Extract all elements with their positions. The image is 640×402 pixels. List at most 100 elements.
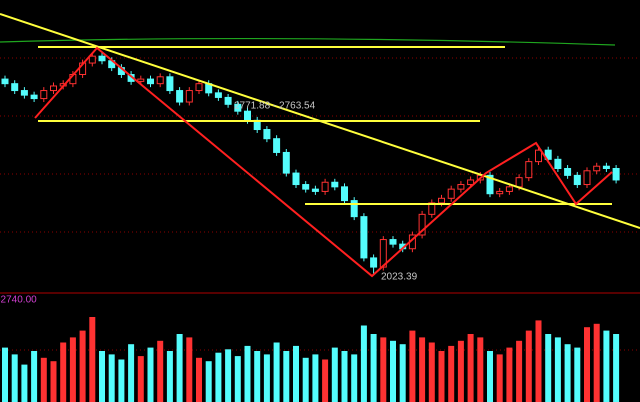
candle-body [282,151,290,174]
volume-bar [467,334,474,402]
volume-bar [40,357,47,402]
candle-body [137,78,145,82]
volume-bar [89,317,96,402]
candle-body [457,184,465,190]
candle-body [350,200,358,218]
candle-body [467,179,475,186]
volume-bar [535,320,542,402]
candle-body [612,167,620,181]
volume-bar [69,337,76,402]
candle-body [185,90,193,103]
candle-body [224,96,232,105]
volume-bar [196,357,202,402]
candle-body [370,257,378,268]
volume-bar [157,340,164,402]
candle-body [515,177,523,188]
candle-body [273,138,281,153]
candle-body [535,149,542,163]
candle-body [525,161,533,179]
volume-bar [477,337,484,402]
low-label: 2023.39 [381,272,418,283]
volume-bar [128,344,135,402]
volume-bar [496,354,503,402]
candle-body [331,181,339,188]
candle-body [292,172,300,186]
candle-body [11,83,19,92]
volume-bar [554,337,561,402]
volume-bar [322,359,329,402]
candle-body [486,174,494,195]
candle-body [573,174,581,186]
volume-bar [11,354,18,402]
candle-body [50,85,57,92]
candle-body [583,170,591,186]
candle-body [234,103,242,112]
candle-body [166,76,174,92]
volume-bar [380,337,387,402]
marks [1,52,620,402]
volume-bar [506,347,513,402]
candle-body [602,165,610,169]
volume-bar [574,347,581,402]
candle-body [564,167,572,176]
volume-bar [205,361,212,402]
volume-bar [293,345,299,402]
volume-bar [176,334,183,402]
volume-bar [147,347,154,402]
candle-body [214,92,222,98]
candle-body [147,78,154,85]
drawing-tools [0,13,640,278]
candle-body [418,213,426,236]
volume-bar [584,327,590,402]
volume-bar [341,351,348,402]
volume-bar [516,340,523,402]
candle-body [88,55,96,64]
volume-bar [457,340,464,402]
candle-body [341,186,348,202]
volume-bar [545,334,552,402]
volume-bar [137,356,144,402]
candle-body [263,129,271,140]
volume-bar [302,357,309,402]
candle-body [195,83,203,92]
volume-bar [399,344,406,402]
volume-bar [419,337,426,402]
volume-bar [603,330,610,402]
candle-body [20,90,28,96]
candle-body [321,181,329,192]
volume-bar [31,351,38,402]
volume-bar [370,334,377,402]
volume-bar [331,347,338,402]
volume-bar [166,351,173,402]
candle-body [244,110,251,121]
volume-bar [409,330,416,402]
volume-bar [254,351,261,402]
volume-bar [79,330,86,402]
volume-bar [428,342,435,402]
candle-body [1,78,9,85]
volume-bar [186,337,193,402]
candle-body [438,197,445,204]
volume-bar [273,342,280,402]
volume-bar [60,342,67,402]
volume-bar [108,354,115,402]
candle-body [544,149,552,160]
candle-body [98,55,106,62]
range-label: 2771.88 - 2763.54 [234,101,316,112]
volume-bar [234,356,241,402]
candle-body [176,90,184,103]
volume-bar [390,340,396,402]
candle-body [30,94,38,100]
candle-body [360,216,368,259]
volume-label: 52740.00 [0,295,37,306]
candle-body [40,90,48,100]
candle-body [447,188,455,199]
volume-bar [21,364,28,402]
volume-bar [118,359,125,402]
volume-bar [360,325,367,402]
volume-bar [312,354,319,402]
volume-bar [593,323,600,402]
volume-bar [99,351,105,402]
